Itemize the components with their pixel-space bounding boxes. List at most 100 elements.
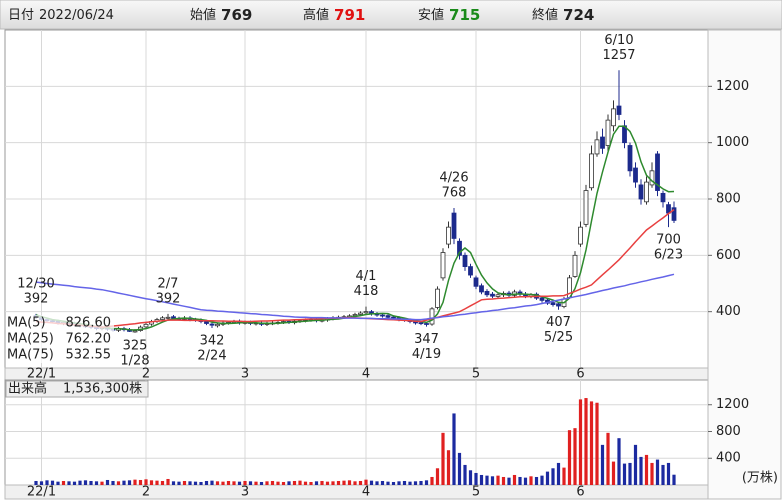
x-tick-label: 3	[241, 485, 249, 500]
volume-bar	[672, 474, 676, 485]
candle-body	[638, 184, 644, 200]
volume-bar	[177, 481, 181, 485]
volume-bar	[512, 474, 517, 485]
volume-bar	[496, 475, 500, 485]
volume-bar	[578, 399, 583, 485]
legend-name: MA(75)	[7, 348, 54, 363]
volume-bar	[485, 475, 489, 485]
candle-body	[132, 330, 138, 333]
volume-bar	[336, 480, 341, 485]
volume-axis-strip	[4, 484, 709, 500]
annotation-date: 4/1	[356, 269, 377, 284]
volume-bar	[567, 430, 572, 485]
volume-bar	[188, 481, 192, 485]
candle-body	[479, 285, 484, 293]
volume-bar	[287, 481, 291, 485]
volume-bar	[100, 481, 104, 485]
volume-bar	[226, 480, 231, 485]
volume-bar	[155, 480, 159, 485]
candle-body	[435, 288, 440, 308]
header-value: 769	[221, 6, 252, 24]
volume-bar	[556, 462, 561, 485]
legend-name: MA(5)	[7, 316, 46, 331]
legend-name: MA(25)	[7, 332, 54, 347]
volume-bar	[595, 402, 599, 485]
y-tick-label: 1200	[716, 397, 749, 412]
right-axis-area	[707, 29, 782, 500]
header-label: 終値	[532, 7, 558, 23]
volume-bar	[171, 481, 176, 485]
volume-bar	[589, 401, 594, 485]
candle-body	[446, 226, 451, 245]
volume-bar	[133, 479, 137, 485]
candle-body	[600, 136, 605, 149]
y-tick-label: 1000	[716, 135, 749, 150]
x-tick-label: 4	[362, 485, 370, 500]
volume-bar	[56, 481, 60, 485]
annotation-value: 347	[414, 332, 439, 347]
annotation-value: 768	[442, 186, 467, 201]
candle-body	[495, 294, 501, 297]
candle-body	[583, 190, 589, 225]
volume-bar	[457, 452, 462, 485]
volume-bar	[276, 481, 280, 485]
y-tick-label: 1200	[716, 79, 749, 94]
volume-header-box	[5, 380, 149, 398]
header-value: 715	[449, 6, 480, 24]
volume-bar	[160, 480, 165, 485]
annotation-date: 1/28	[120, 353, 149, 368]
candle-body	[165, 316, 171, 319]
candle-body	[160, 317, 165, 320]
volume-bar	[474, 472, 478, 485]
moving-average-line	[35, 125, 675, 331]
volume-bar	[529, 476, 533, 485]
volume-bar	[562, 467, 566, 485]
legend-value: 826.60	[66, 316, 112, 331]
volume-bar	[639, 456, 643, 485]
volume-bar	[397, 481, 401, 485]
candle-body	[424, 323, 429, 325]
header-value: 724	[563, 6, 594, 24]
volume-bar	[534, 476, 539, 485]
volume-bar	[50, 480, 55, 485]
volume-bar	[413, 481, 418, 485]
annotation-value: 418	[354, 284, 379, 299]
volume-bar	[83, 480, 88, 485]
volume-bar	[655, 459, 660, 485]
volume-bar	[331, 481, 335, 485]
volume-bar	[490, 476, 495, 485]
annotation-value: 342	[200, 334, 225, 349]
volume-bar	[298, 480, 302, 485]
y-tick-label: 400	[716, 451, 741, 466]
volume-bar	[254, 481, 258, 485]
header-item: 終値 724	[532, 6, 594, 24]
volume-bar	[479, 474, 484, 485]
candle-body	[484, 290, 490, 296]
candle-body	[451, 212, 457, 239]
candle-body	[616, 105, 622, 115]
candle-body	[550, 302, 556, 306]
volume-bar	[617, 438, 621, 485]
volume-bar	[237, 481, 242, 485]
volume-bar	[122, 480, 126, 485]
volume-bar	[573, 428, 577, 485]
x-tick-label: 5	[472, 485, 480, 500]
volume-bar	[600, 444, 605, 485]
volume-bar	[369, 480, 374, 485]
volume-bar	[452, 413, 456, 485]
header-value: 791	[334, 6, 365, 24]
legend-value: 532.55	[66, 348, 112, 363]
volume-bar	[149, 480, 154, 485]
volume-bar	[644, 454, 649, 485]
volume-bar	[259, 481, 264, 485]
volume-bar	[232, 481, 236, 485]
annotation-date: 2/24	[197, 349, 226, 364]
candle-body	[380, 314, 385, 317]
header-item: 安値 715	[418, 6, 480, 24]
candle-body	[391, 316, 396, 319]
candle-body	[215, 323, 220, 327]
header-label: 始値	[190, 7, 216, 23]
x-tick-label: 5	[472, 367, 480, 382]
volume-bar	[182, 480, 187, 485]
volume-bar	[342, 480, 346, 485]
